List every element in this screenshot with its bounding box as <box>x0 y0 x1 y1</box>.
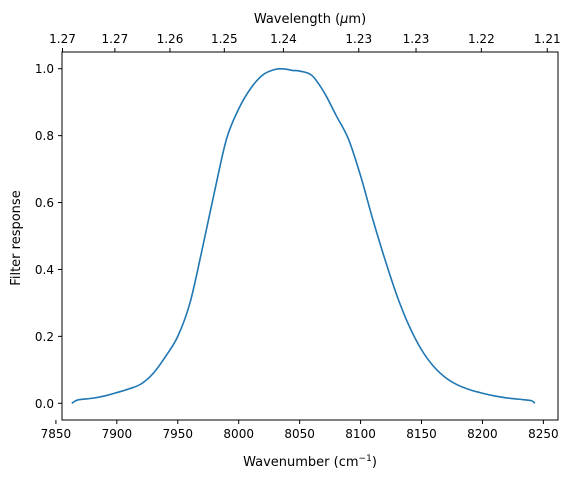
top-tick-label: 1.25 <box>211 32 238 46</box>
top-tick-label: 1.23 <box>403 32 430 46</box>
plot-area <box>62 52 558 420</box>
top-tick-label: 1.21 <box>534 32 561 46</box>
top-tick-label: 1.22 <box>468 32 495 46</box>
top-tick-label: 1.26 <box>157 32 184 46</box>
y-tick-label: 0.6 <box>35 196 54 210</box>
x-tick-label: 8100 <box>345 427 376 441</box>
top-tick-label: 1.27 <box>49 32 76 46</box>
x-tick-label: 7950 <box>163 427 194 441</box>
y-tick-label: 0.0 <box>35 397 54 411</box>
y-tick-label: 0.8 <box>35 129 54 143</box>
x-tick-label: 8200 <box>467 427 498 441</box>
x-tick-label: 8150 <box>406 427 437 441</box>
series-layer <box>71 68 536 404</box>
plot-frame <box>61 51 559 421</box>
x-tick-label: 8000 <box>223 427 254 441</box>
top-tick-label: 1.24 <box>270 32 297 46</box>
y-tick-label: 0.2 <box>35 330 54 344</box>
y-axis-label: Filter response <box>9 190 24 285</box>
series-line <box>71 68 536 404</box>
y-tick-label: 0.4 <box>35 263 54 277</box>
x-tick-label: 7850 <box>41 427 72 441</box>
top-axis-label: Wavelength (μm) <box>254 12 366 27</box>
x-axis-top-ticks: 1.27 1.27 1.26 1.25 1.24 1.23 1.23 1.22 1.21 <box>49 32 561 52</box>
x-axis-label: Wavenumber (cm−1) <box>243 454 377 470</box>
y-axis-ticks: 0.0 0.2 0.4 0.6 0.8 1.0 <box>35 62 62 411</box>
x-tick-label: 8050 <box>284 427 315 441</box>
top-tick-label: 1.27 <box>102 32 129 46</box>
x-tick-label: 7900 <box>102 427 133 441</box>
top-tick-label: 1.23 <box>345 32 372 46</box>
x-tick-label: 8250 <box>528 427 559 441</box>
x-axis-bottom-ticks: 7850 7900 7950 8000 8050 8100 8150 8200 8250 <box>41 420 559 441</box>
y-tick-label: 1.0 <box>35 62 54 76</box>
